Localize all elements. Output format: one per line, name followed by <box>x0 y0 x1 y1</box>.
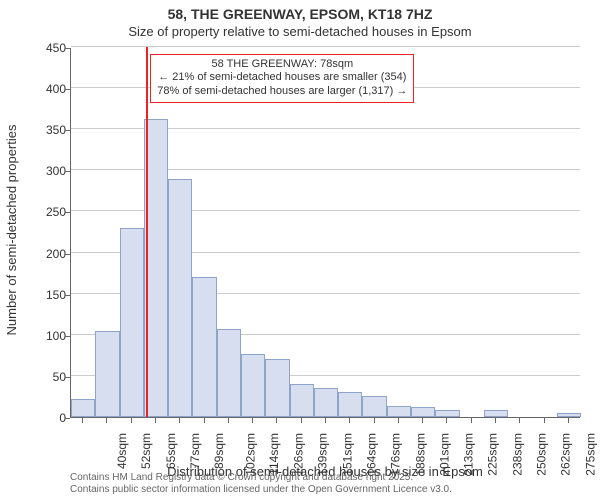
callout-line: ← 21% of semi-detached houses are smalle… <box>157 71 407 85</box>
y-axis-title: Number of semi-detached properties <box>4 125 19 336</box>
y-tick-label: 450 <box>16 41 66 55</box>
histogram-bar <box>217 329 241 417</box>
x-tick-mark <box>325 418 326 423</box>
x-tick-mark <box>544 418 545 423</box>
histogram-bar <box>168 179 192 417</box>
chart-title-line2: Size of property relative to semi-detach… <box>0 24 600 39</box>
y-tick-mark <box>65 254 70 255</box>
x-tick-mark <box>106 418 107 423</box>
y-tick-label: 200 <box>16 247 66 261</box>
callout-line: 58 THE GREENWAY: 78sqm <box>157 58 407 72</box>
histogram-bar <box>387 406 411 418</box>
x-tick-mark <box>252 418 253 423</box>
x-tick-mark <box>204 418 205 423</box>
footer-line2: Contains public sector information licen… <box>70 484 452 496</box>
histogram-bar <box>120 228 144 417</box>
histogram-bar <box>314 388 338 417</box>
y-tick-label: 0 <box>16 411 66 425</box>
histogram-bar <box>95 331 119 417</box>
histogram-bar <box>435 410 459 417</box>
y-tick-mark <box>65 89 70 90</box>
histogram-bar <box>338 392 362 417</box>
chart-title-line1: 58, THE GREENWAY, EPSOM, KT18 7HZ <box>0 6 600 22</box>
y-tick-mark <box>65 171 70 172</box>
x-tick-mark <box>276 418 277 423</box>
x-tick-mark <box>131 418 132 423</box>
x-tick-mark <box>471 418 472 423</box>
callout-line: 78% of semi-detached houses are larger (… <box>157 85 407 99</box>
attribution-footer: Contains HM Land Registry data © Crown c… <box>70 472 452 496</box>
y-tick-mark <box>65 336 70 337</box>
histogram-bar <box>557 413 581 417</box>
x-tick-mark <box>155 418 156 423</box>
property-marker-line <box>146 47 148 417</box>
y-tick-label: 350 <box>16 123 66 137</box>
x-tick-mark <box>82 418 83 423</box>
x-tick-mark <box>568 418 569 423</box>
x-tick-mark <box>374 418 375 423</box>
x-tick-mark <box>301 418 302 423</box>
histogram-bar <box>484 410 508 417</box>
y-tick-label: 300 <box>16 164 66 178</box>
x-tick-mark <box>349 418 350 423</box>
histogram-bar <box>192 277 216 417</box>
property-callout: 58 THE GREENWAY: 78sqm← 21% of semi-deta… <box>150 54 414 103</box>
y-tick-mark <box>65 130 70 131</box>
y-tick-mark <box>65 418 70 419</box>
y-tick-label: 100 <box>16 329 66 343</box>
x-tick-mark <box>495 418 496 423</box>
histogram-bar <box>411 407 435 417</box>
histogram-bar <box>71 399 95 417</box>
footer-line1: Contains HM Land Registry data © Crown c… <box>70 472 452 484</box>
y-tick-label: 150 <box>16 288 66 302</box>
histogram-bar <box>265 359 289 417</box>
y-tick-label: 50 <box>16 370 66 384</box>
histogram-bar <box>241 354 265 417</box>
x-tick-mark <box>519 418 520 423</box>
y-tick-mark <box>65 377 70 378</box>
histogram-bar <box>290 384 314 417</box>
x-tick-mark <box>228 418 229 423</box>
y-tick-label: 400 <box>16 82 66 96</box>
chart-container: 58, THE GREENWAY, EPSOM, KT18 7HZ Size o… <box>0 0 600 500</box>
plot-area: 58 THE GREENWAY: 78sqm← 21% of semi-deta… <box>70 48 580 418</box>
x-tick-label: 275sqm <box>583 433 597 476</box>
x-tick-mark <box>446 418 447 423</box>
x-tick-mark <box>179 418 180 423</box>
y-tick-mark <box>65 295 70 296</box>
x-tick-mark <box>398 418 399 423</box>
y-tick-label: 250 <box>16 205 66 219</box>
x-tick-mark <box>422 418 423 423</box>
y-tick-mark <box>65 48 70 49</box>
y-tick-mark <box>65 212 70 213</box>
histogram-bar <box>362 396 386 417</box>
